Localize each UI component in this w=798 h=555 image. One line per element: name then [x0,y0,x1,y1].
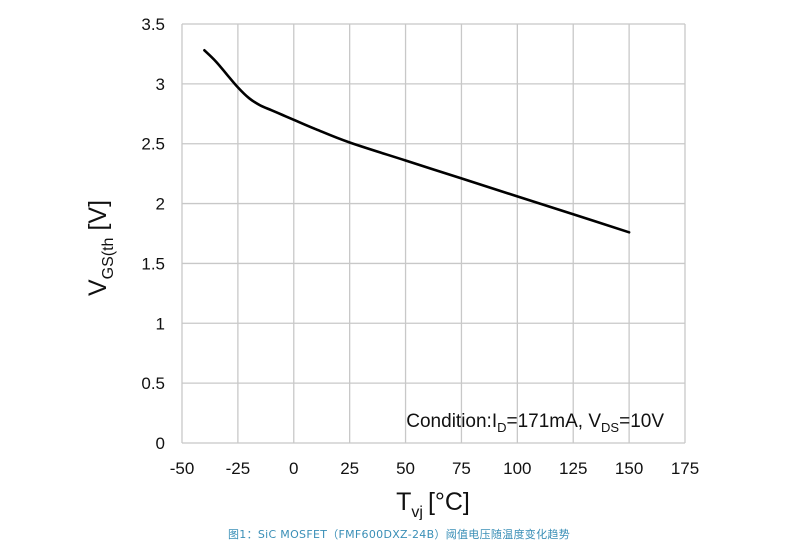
figure-caption: 图1：SiC MOSFET（FMF600DXZ-24B）阈值电压随温度变化趋势 [227,528,571,541]
y-tick-label: 3 [156,75,165,94]
y-tick-label: 2.5 [141,135,165,154]
y-tick-label: 1.5 [141,254,165,273]
grid [181,23,686,444]
x-tick-label: 50 [396,459,415,478]
y-tick-label: 3.5 [141,15,165,34]
x-tick-label: -50 [170,459,195,478]
x-tick-label: -25 [226,459,251,478]
y-axis-title: VGS(th[V] [84,200,117,296]
y-tick-label: 1 [156,314,165,333]
y-tick-label: 0.5 [141,374,165,393]
tick-labels: -50 -25 0 25 50 75 100 125 150 175 0 0.5 1 1.5 2 2.5 3 3.… [141,15,699,478]
x-tick-label: 150 [615,459,643,478]
x-tick-label: 75 [452,459,471,478]
series-layer [203,49,631,234]
y-tick-label: 2 [156,195,165,214]
x-tick-label: 0 [289,459,298,478]
y-tick-label: 0 [156,434,165,453]
vgs-threshold-line [203,49,631,234]
x-tick-label: 100 [503,459,531,478]
x-tick-label: 125 [559,459,587,478]
chart: -50 -25 0 25 50 75 100 125 150 175 0 0.5 1 1.5 2 2.5 3 3.… [84,15,699,520]
condition-annotation: Condition:ID=171mA, VDS=10V [406,411,664,435]
x-tick-label: 175 [671,459,699,478]
x-tick-label: 25 [340,459,359,478]
x-axis-title: Tvj [°C] [396,488,470,520]
